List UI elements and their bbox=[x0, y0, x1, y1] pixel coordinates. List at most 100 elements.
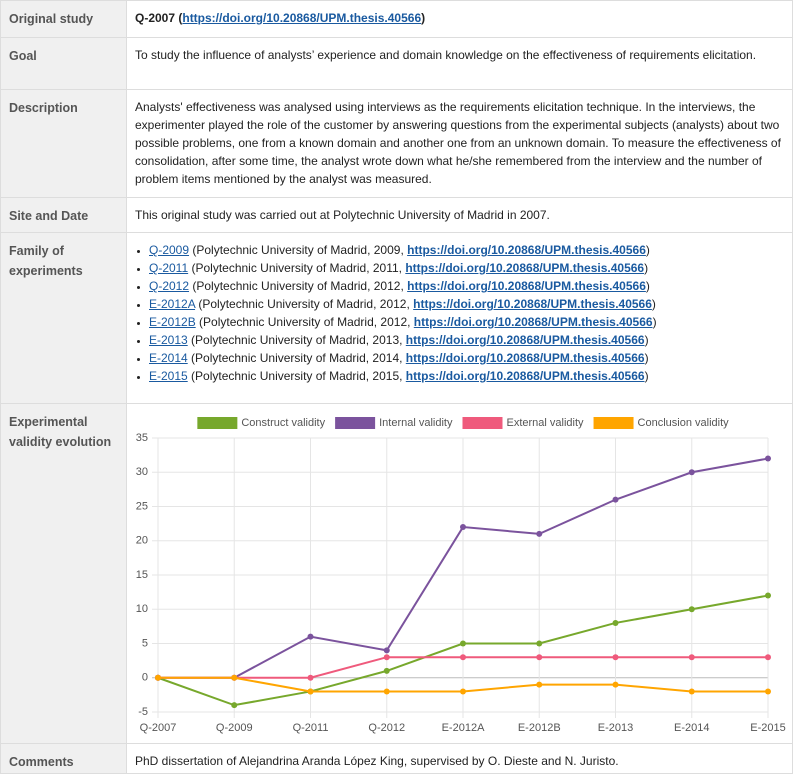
point bbox=[612, 654, 619, 661]
list-item: Q-2011 (Polytechnic University of Madrid… bbox=[149, 259, 784, 277]
list-item: Q-2009 (Polytechnic University of Madrid… bbox=[149, 241, 784, 259]
legend-label: Conclusion validity bbox=[638, 417, 730, 429]
legend-label: External validity bbox=[506, 417, 584, 429]
link[interactable]: E-2015 bbox=[149, 369, 188, 383]
x-tick-label: Q-2007 bbox=[140, 722, 177, 734]
point bbox=[307, 633, 314, 640]
link[interactable]: Q-2012 bbox=[149, 279, 190, 293]
row-label: Experimental validity evolution bbox=[0, 404, 127, 743]
link[interactable]: E-2012A bbox=[149, 297, 196, 311]
x-tick-label: E-2012A bbox=[442, 722, 485, 734]
point bbox=[612, 681, 619, 688]
point bbox=[460, 654, 466, 661]
row-content: To study the influence of analysts’ expe… bbox=[127, 38, 793, 89]
link[interactable]: https://doi.org/10.20868/UPM.thesis.4056… bbox=[407, 243, 646, 257]
legend-label: Construct validity bbox=[241, 417, 325, 429]
link[interactable]: https://doi.org/10.20868/UPM.thesis.4056… bbox=[405, 351, 645, 365]
x-tick-label: Q-2011 bbox=[293, 722, 329, 734]
link[interactable]: Q-2009 bbox=[149, 243, 190, 257]
text: Analysts' effectiveness was analysed usi… bbox=[135, 100, 781, 186]
point bbox=[231, 674, 238, 681]
legend-swatch bbox=[593, 417, 634, 429]
point bbox=[460, 524, 466, 531]
list-item: E-2013 (Polytechnic University of Madrid… bbox=[149, 331, 784, 349]
y-tick-label: 5 bbox=[142, 637, 148, 649]
x-tick-label: Q-2009 bbox=[216, 722, 253, 734]
link[interactable]: https://doi.org/10.20868/UPM.thesis.4056… bbox=[405, 369, 645, 383]
link[interactable]: https://doi.org/10.20868/UPM.thesis.4056… bbox=[182, 11, 422, 25]
point bbox=[307, 688, 314, 695]
text: ) bbox=[652, 315, 657, 329]
point bbox=[688, 654, 695, 661]
text: (Polytechnic University of Madrid, 2012, bbox=[195, 297, 414, 311]
text: (Polytechnic University of Madrid, 2012, bbox=[195, 315, 414, 329]
y-tick-label: 0 bbox=[142, 672, 148, 684]
legend-swatch bbox=[462, 417, 503, 429]
list-item: E-2014 (Polytechnic University of Madrid… bbox=[149, 349, 784, 367]
text: (Polytechnic University of Madrid, 2015, bbox=[187, 369, 406, 383]
row-content: -5 0 5 10 15 20 25 30 35 Q-2007 Q-2009 Q-2011 Q-2012… bbox=[127, 404, 793, 743]
link[interactable]: https://doi.org/10.20868/UPM.thesis.4056… bbox=[405, 333, 645, 347]
text: (Polytechnic University of Madrid, 2013, bbox=[187, 333, 406, 347]
link[interactable]: E-2014 bbox=[149, 351, 188, 365]
text: (Polytechnic University of Madrid, 2011, bbox=[188, 261, 406, 275]
legend-swatch bbox=[335, 417, 376, 429]
link[interactable]: Q-2011 bbox=[149, 261, 189, 275]
text: To study the influence of analysts’ expe… bbox=[135, 48, 757, 62]
row-label: Family of experiments bbox=[0, 233, 127, 403]
link[interactable]: https://doi.org/10.20868/UPM.thesis.4056… bbox=[405, 261, 645, 275]
table-row: Experimental validity evolution -5 0 5 10 15 2… bbox=[0, 403, 793, 743]
row-label: Original study bbox=[0, 1, 127, 37]
y-tick-label: 15 bbox=[136, 569, 148, 581]
point bbox=[460, 688, 466, 695]
text: ) bbox=[421, 11, 426, 25]
table-row: Comments PhD dissertation of Alejandrina … bbox=[0, 743, 793, 774]
point bbox=[536, 530, 543, 537]
text: ) bbox=[644, 351, 649, 365]
table-row: Site and Date This original study was car… bbox=[0, 197, 793, 232]
text: ) bbox=[644, 369, 649, 383]
link[interactable]: E-2013 bbox=[149, 333, 188, 347]
row-content: PhD dissertation of Alejandrina Aranda L… bbox=[127, 744, 793, 773]
point bbox=[688, 469, 695, 476]
text: PhD dissertation of Alejandrina Aranda L… bbox=[135, 754, 619, 768]
y-tick-label: 20 bbox=[136, 535, 148, 547]
point bbox=[612, 619, 619, 626]
row-content: Q-2007 (https://doi.org/10.20868/UPM.the… bbox=[127, 1, 793, 37]
table-row: Original study Q-2007 (https://doi.org/10… bbox=[0, 0, 793, 37]
text: ) bbox=[651, 297, 656, 311]
point bbox=[688, 606, 695, 613]
link[interactable]: https://doi.org/10.20868/UPM.thesis.4056… bbox=[407, 279, 646, 293]
legend-swatch bbox=[197, 417, 238, 429]
row-label: Description bbox=[0, 90, 127, 197]
text: (Polytechnic University of Madrid, 2012, bbox=[189, 279, 408, 293]
row-label: Goal bbox=[0, 38, 127, 89]
text: (Polytechnic University of Madrid, 2014, bbox=[187, 351, 406, 365]
text: ) bbox=[645, 279, 650, 293]
point bbox=[765, 455, 771, 462]
point bbox=[765, 592, 771, 599]
x-tick-label: E-2012B bbox=[518, 722, 561, 734]
y-tick-label: 35 bbox=[136, 432, 148, 444]
point bbox=[383, 654, 390, 661]
link[interactable]: E-2012B bbox=[149, 315, 196, 329]
list-item: E-2012A (Polytechnic University of Madri… bbox=[149, 295, 784, 313]
point bbox=[765, 654, 771, 661]
point bbox=[155, 674, 161, 681]
y-tick-label: -5 bbox=[138, 706, 148, 718]
table-row: Family of experiments Q-2009 (Polytechnic… bbox=[0, 232, 793, 403]
text: This original study was carried out at P… bbox=[135, 208, 550, 222]
y-tick-label: 30 bbox=[136, 466, 148, 478]
link[interactable]: https://doi.org/10.20868/UPM.thesis.4056… bbox=[413, 315, 653, 329]
table-row: Description Analysts' effectiveness was a… bbox=[0, 89, 793, 197]
row-content: This original study was carried out at P… bbox=[127, 198, 793, 232]
text: (Polytechnic University of Madrid, 2009, bbox=[189, 243, 408, 257]
text: ) bbox=[644, 261, 649, 275]
point bbox=[612, 496, 619, 503]
point bbox=[765, 688, 771, 695]
point bbox=[688, 688, 695, 695]
row-label: Comments bbox=[0, 744, 127, 773]
point bbox=[460, 640, 466, 647]
link[interactable]: https://doi.org/10.20868/UPM.thesis.4056… bbox=[413, 297, 652, 311]
